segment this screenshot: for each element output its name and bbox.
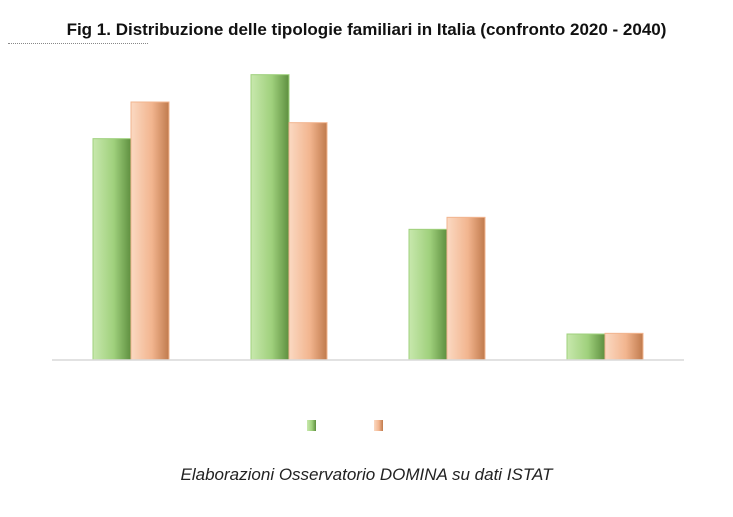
bar-series-2-group-2	[288, 122, 328, 361]
bar-series-1-group-1	[92, 138, 132, 361]
bar-series-1-group-2	[250, 74, 290, 361]
source-caption: Elaborazioni Osservatorio DOMINA su dati…	[180, 465, 553, 484]
bar-series-1-group-4	[566, 333, 606, 361]
bars-group	[92, 74, 644, 361]
legend-swatch-series-2	[374, 420, 383, 431]
bar-series-1-group-3	[408, 228, 448, 361]
bar-series-2-group-1	[130, 101, 170, 361]
bar-series-2-group-4	[604, 332, 644, 361]
bar-series-2-group-3	[446, 216, 486, 361]
clipped-subtitle-line	[8, 43, 148, 49]
legend	[307, 420, 383, 431]
legend-swatch-series-1	[307, 420, 316, 431]
chart-title: Fig 1. Distribuzione delle tipologie fam…	[66, 20, 667, 39]
